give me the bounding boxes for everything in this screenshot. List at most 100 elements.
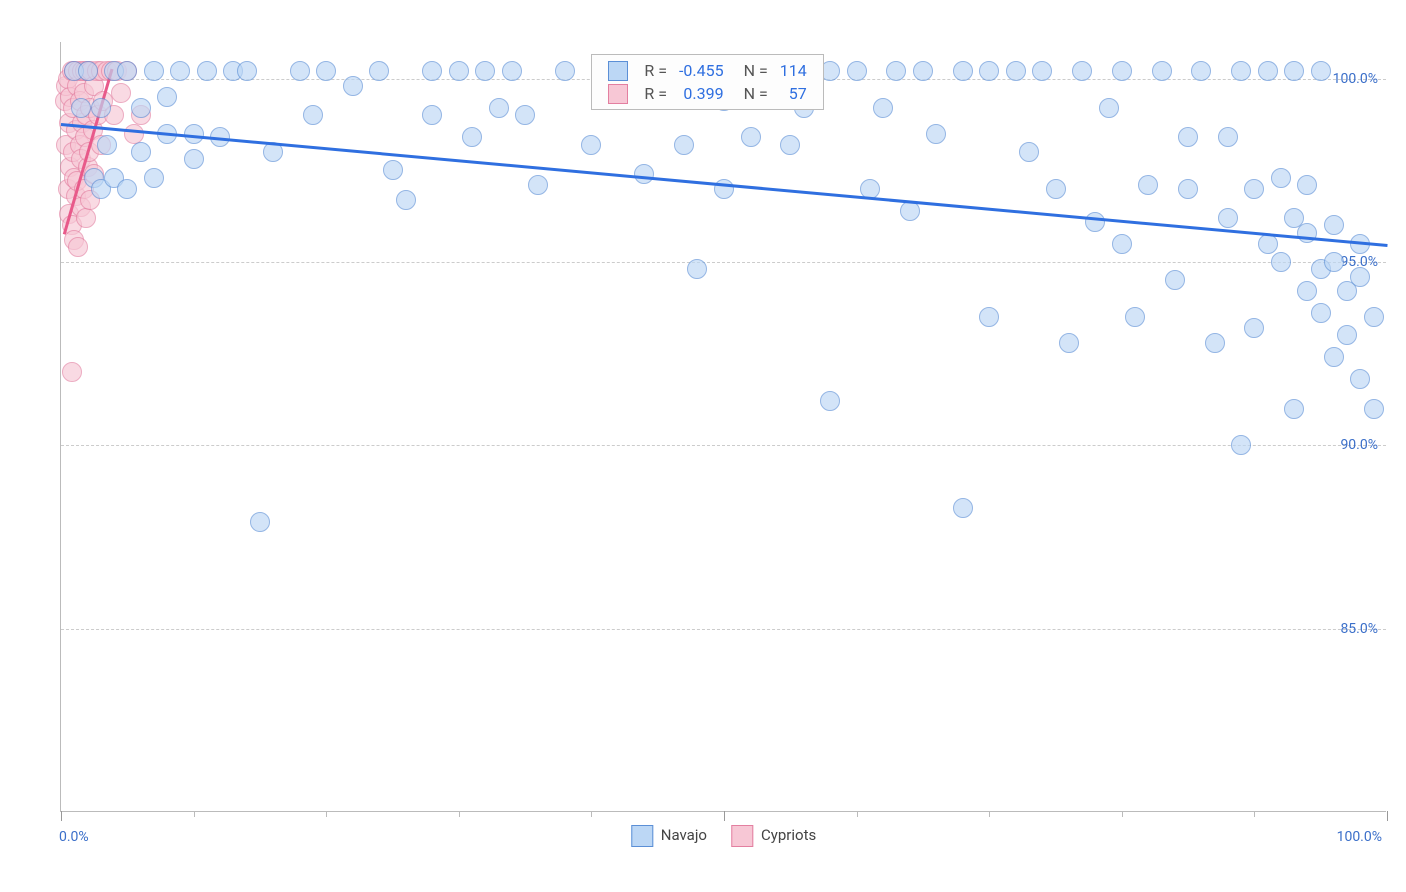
scatter-point-navajo [1046, 179, 1066, 199]
grid-line [61, 445, 1386, 446]
x-tick-minor [989, 811, 990, 817]
scatter-point-navajo [979, 61, 999, 81]
x-tick-minor [326, 811, 327, 817]
scatter-point-navajo [369, 61, 389, 81]
scatter-point-navajo [1284, 61, 1304, 81]
legend-label: Navajo [661, 826, 707, 844]
x-tick-minor [1122, 811, 1123, 817]
scatter-point-cypriots [68, 237, 88, 257]
scatter-point-navajo [290, 61, 310, 81]
scatter-point-navajo [674, 135, 694, 155]
plot-area: 85.0%90.0%95.0%100.0%0.0%100.0%R =-0.455… [60, 42, 1386, 812]
scatter-point-navajo [1231, 61, 1251, 81]
scatter-point-navajo [1364, 307, 1384, 327]
scatter-point-navajo [1191, 61, 1211, 81]
x-tick-minor [1254, 811, 1255, 817]
scatter-point-navajo [780, 135, 800, 155]
scatter-point-navajo [1284, 399, 1304, 419]
scatter-point-navajo [979, 307, 999, 327]
scatter-point-navajo [1324, 347, 1344, 367]
scatter-point-navajo [449, 61, 469, 81]
scatter-point-navajo [1244, 318, 1264, 338]
scatter-point-navajo [1152, 61, 1172, 81]
legend-swatch [608, 61, 628, 81]
scatter-point-navajo [913, 61, 933, 81]
scatter-point-navajo [1271, 252, 1291, 272]
scatter-point-navajo [1072, 61, 1092, 81]
scatter-point-navajo [475, 61, 495, 81]
scatter-point-navajo [714, 179, 734, 199]
scatter-point-cypriots [111, 83, 131, 103]
scatter-point-cypriots [124, 124, 144, 144]
scatter-point-navajo [422, 105, 442, 125]
scatter-point-navajo [1350, 267, 1370, 287]
scatter-point-navajo [1112, 61, 1132, 81]
scatter-point-navajo [1125, 307, 1145, 327]
chart-container: 85.0%90.0%95.0%100.0%0.0%100.0%R =-0.455… [20, 42, 1386, 852]
legend-label: Cypriots [761, 826, 816, 844]
scatter-point-navajo [383, 160, 403, 180]
scatter-point-navajo [528, 175, 548, 195]
y-tick-label: 90.0% [1340, 437, 1378, 453]
y-tick-label: 100.0% [1333, 71, 1378, 87]
scatter-point-navajo [1364, 399, 1384, 419]
scatter-point-navajo [197, 61, 217, 81]
scatter-point-navajo [316, 61, 336, 81]
stats-box: R =-0.455N =114R =0.399N =57 [591, 54, 823, 110]
scatter-point-cypriots [62, 362, 82, 382]
scatter-point-navajo [953, 61, 973, 81]
scatter-point-navajo [1244, 179, 1264, 199]
scatter-point-navajo [1297, 175, 1317, 195]
scatter-point-navajo [886, 61, 906, 81]
scatter-point-navajo [237, 61, 257, 81]
scatter-point-navajo [1032, 61, 1052, 81]
scatter-point-navajo [515, 105, 535, 125]
scatter-point-navajo [1112, 234, 1132, 254]
scatter-point-navajo [1138, 175, 1158, 195]
scatter-point-navajo [741, 127, 761, 147]
legend-swatch [731, 825, 753, 847]
chart-header [0, 0, 1406, 20]
scatter-point-navajo [462, 127, 482, 147]
scatter-point-navajo [1231, 435, 1251, 455]
scatter-point-navajo [1165, 270, 1185, 290]
scatter-point-navajo [78, 61, 98, 81]
scatter-point-navajo [1311, 61, 1331, 81]
legend-item: Navajo [631, 825, 707, 847]
scatter-point-navajo [343, 76, 363, 96]
scatter-point-navajo [1218, 127, 1238, 147]
scatter-point-navajo [170, 61, 190, 81]
scatter-point-navajo [1099, 98, 1119, 118]
scatter-point-navajo [1258, 61, 1278, 81]
legend: Navajo Cypriots [631, 825, 816, 847]
x-tick-label: 0.0% [59, 829, 89, 845]
y-tick-label: 85.0% [1340, 621, 1378, 637]
scatter-point-navajo [250, 512, 270, 532]
scatter-point-navajo [97, 135, 117, 155]
scatter-point-navajo [1337, 325, 1357, 345]
scatter-point-navajo [91, 98, 111, 118]
scatter-point-navajo [820, 391, 840, 411]
scatter-point-navajo [926, 124, 946, 144]
scatter-point-navajo [1218, 208, 1238, 228]
scatter-point-navajo [634, 164, 654, 184]
scatter-point-navajo [581, 135, 601, 155]
grid-line [61, 262, 1386, 263]
x-tick-minor [591, 811, 592, 817]
scatter-point-navajo [687, 259, 707, 279]
legend-item: Cypriots [731, 825, 816, 847]
scatter-point-navajo [131, 98, 151, 118]
scatter-point-navajo [396, 190, 416, 210]
scatter-point-navajo [144, 61, 164, 81]
scatter-point-cypriots [76, 208, 96, 228]
scatter-point-navajo [1271, 168, 1291, 188]
scatter-point-navajo [144, 168, 164, 188]
scatter-point-navajo [1311, 303, 1331, 323]
scatter-point-navajo [873, 98, 893, 118]
legend-swatch [608, 84, 628, 104]
scatter-point-navajo [1006, 61, 1026, 81]
x-tick-label: 100.0% [1337, 829, 1382, 845]
scatter-point-navajo [847, 61, 867, 81]
x-tick-major [61, 811, 62, 821]
scatter-point-navajo [1324, 252, 1344, 272]
